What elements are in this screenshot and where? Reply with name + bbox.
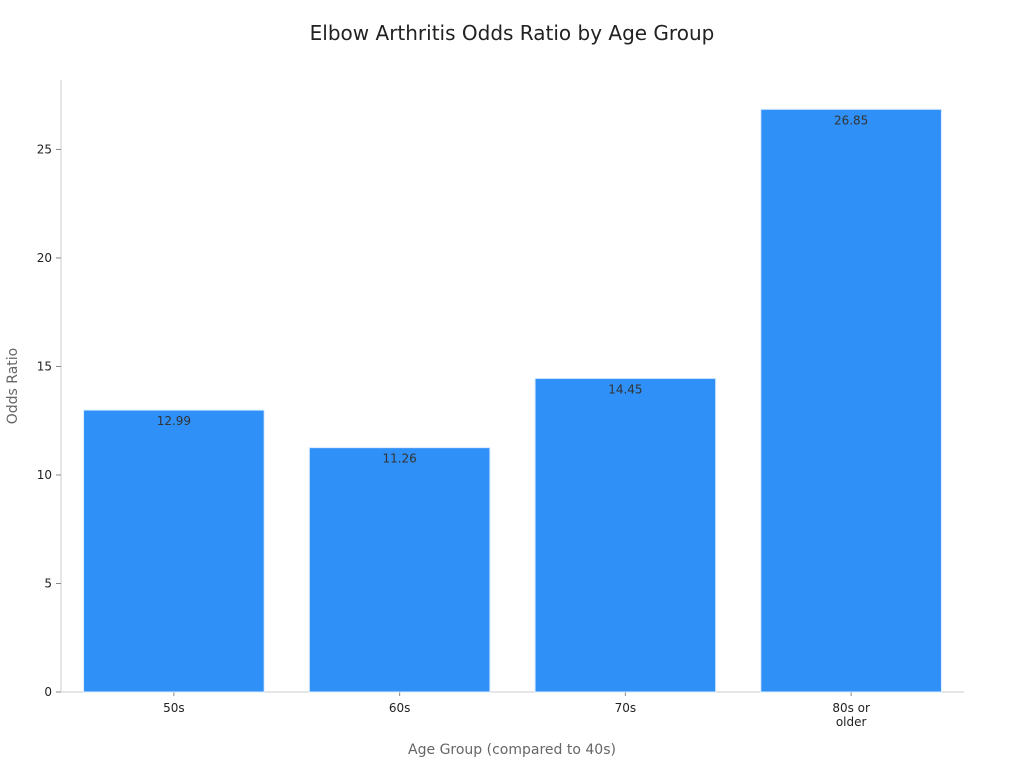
y-axis-ticks: 0 5 10 15 20 25 — [37, 142, 61, 699]
x-tick-label: 70s — [615, 701, 637, 715]
bars — [83, 108, 942, 693]
data-labels: 12.99 11.26 14.45 26.85 — [157, 113, 869, 465]
bar-value-label: 12.99 — [157, 414, 191, 428]
x-tick-label: 80s or older — [832, 701, 870, 729]
bar-value-label: 26.85 — [834, 113, 868, 127]
y-tick-label: 25 — [37, 142, 52, 156]
x-tick-label: 60s — [389, 701, 411, 715]
chart-title: Elbow Arthritis Odds Ratio by Age Group — [310, 21, 715, 45]
x-axis-ticks: 50s 60s 70s 80s or older — [163, 692, 870, 729]
bar — [83, 409, 265, 693]
y-tick-label: 0 — [44, 685, 52, 699]
y-axis-label: Odds Ratio — [5, 348, 21, 424]
bar-value-label: 11.26 — [382, 452, 416, 466]
y-tick-label: 5 — [44, 576, 52, 590]
x-tick-label: 50s — [163, 701, 185, 715]
bar — [308, 447, 491, 693]
y-tick-label: 20 — [37, 251, 52, 265]
y-tick-label: 10 — [37, 468, 52, 482]
y-tick-label: 15 — [37, 359, 52, 373]
x-axis-label: Age Group (compared to 40s) — [408, 742, 616, 758]
bar-value-label: 14.45 — [608, 382, 642, 396]
bar — [760, 108, 942, 693]
bar — [534, 377, 717, 693]
